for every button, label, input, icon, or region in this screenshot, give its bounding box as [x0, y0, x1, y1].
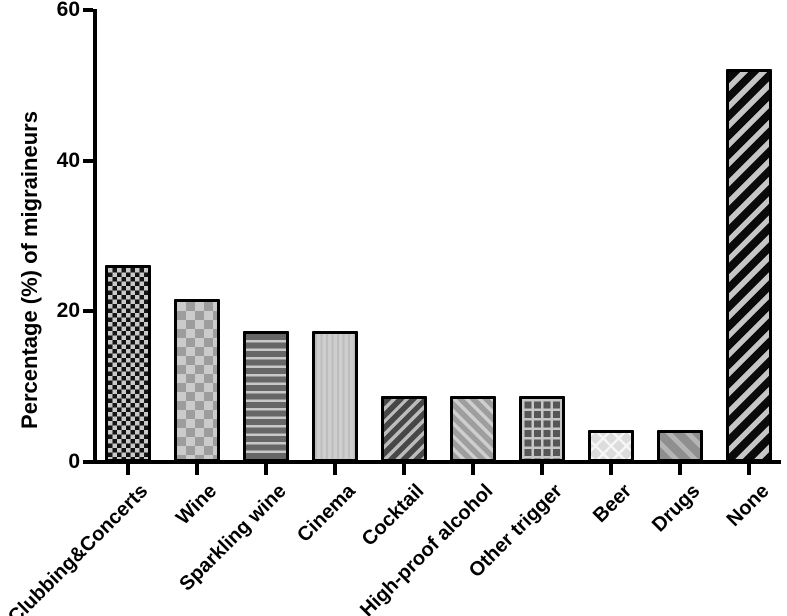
x-axis-tick	[402, 464, 406, 475]
y-tick-label: 40	[56, 148, 80, 172]
x-category-label-drugs: Drugs	[648, 480, 705, 537]
x-axis-tick	[195, 464, 199, 475]
x-axis-tick	[609, 464, 613, 475]
x-axis-tick	[471, 464, 475, 475]
y-tick-label: 20	[56, 299, 80, 323]
bar-beer	[588, 430, 634, 462]
bar-high-proof-alcohol	[450, 396, 496, 462]
y-axis-tick	[83, 8, 93, 12]
x-axis-tick	[126, 464, 130, 475]
x-axis-tick	[747, 464, 751, 475]
y-axis-line	[93, 9, 97, 464]
x-category-label-cinema: Cinema	[292, 480, 360, 547]
x-category-label-beer: Beer	[588, 480, 636, 528]
x-axis-tick	[264, 464, 268, 475]
bar-cocktail	[381, 396, 427, 462]
bar-cinema	[312, 331, 358, 462]
bar-other-trigger	[519, 396, 565, 462]
y-axis-tick	[83, 158, 93, 163]
bar-drugs	[657, 430, 703, 462]
x-category-label-clubbing-concerts: Clubbing&Concerts	[4, 480, 153, 616]
bar-none	[726, 69, 772, 462]
x-axis-tick	[333, 464, 337, 475]
bar-wine	[174, 299, 220, 462]
x-category-label-high-proof-alcohol: High-proof alcohol	[356, 480, 498, 616]
x-axis-tick	[678, 464, 682, 475]
x-category-label-none: None	[722, 480, 774, 531]
x-category-label-wine: Wine	[172, 480, 222, 530]
bar-sparkling-wine	[243, 331, 289, 462]
x-axis-tick	[540, 464, 544, 475]
x-axis-line	[85, 460, 781, 464]
y-axis-tick	[83, 460, 93, 464]
y-axis-tick	[83, 309, 93, 314]
y-tick-label: 60	[56, 0, 80, 21]
y-tick-label: 0	[68, 450, 80, 473]
x-category-label-cocktail: Cocktail	[357, 480, 429, 551]
bar-clubbing-concerts	[105, 265, 151, 462]
